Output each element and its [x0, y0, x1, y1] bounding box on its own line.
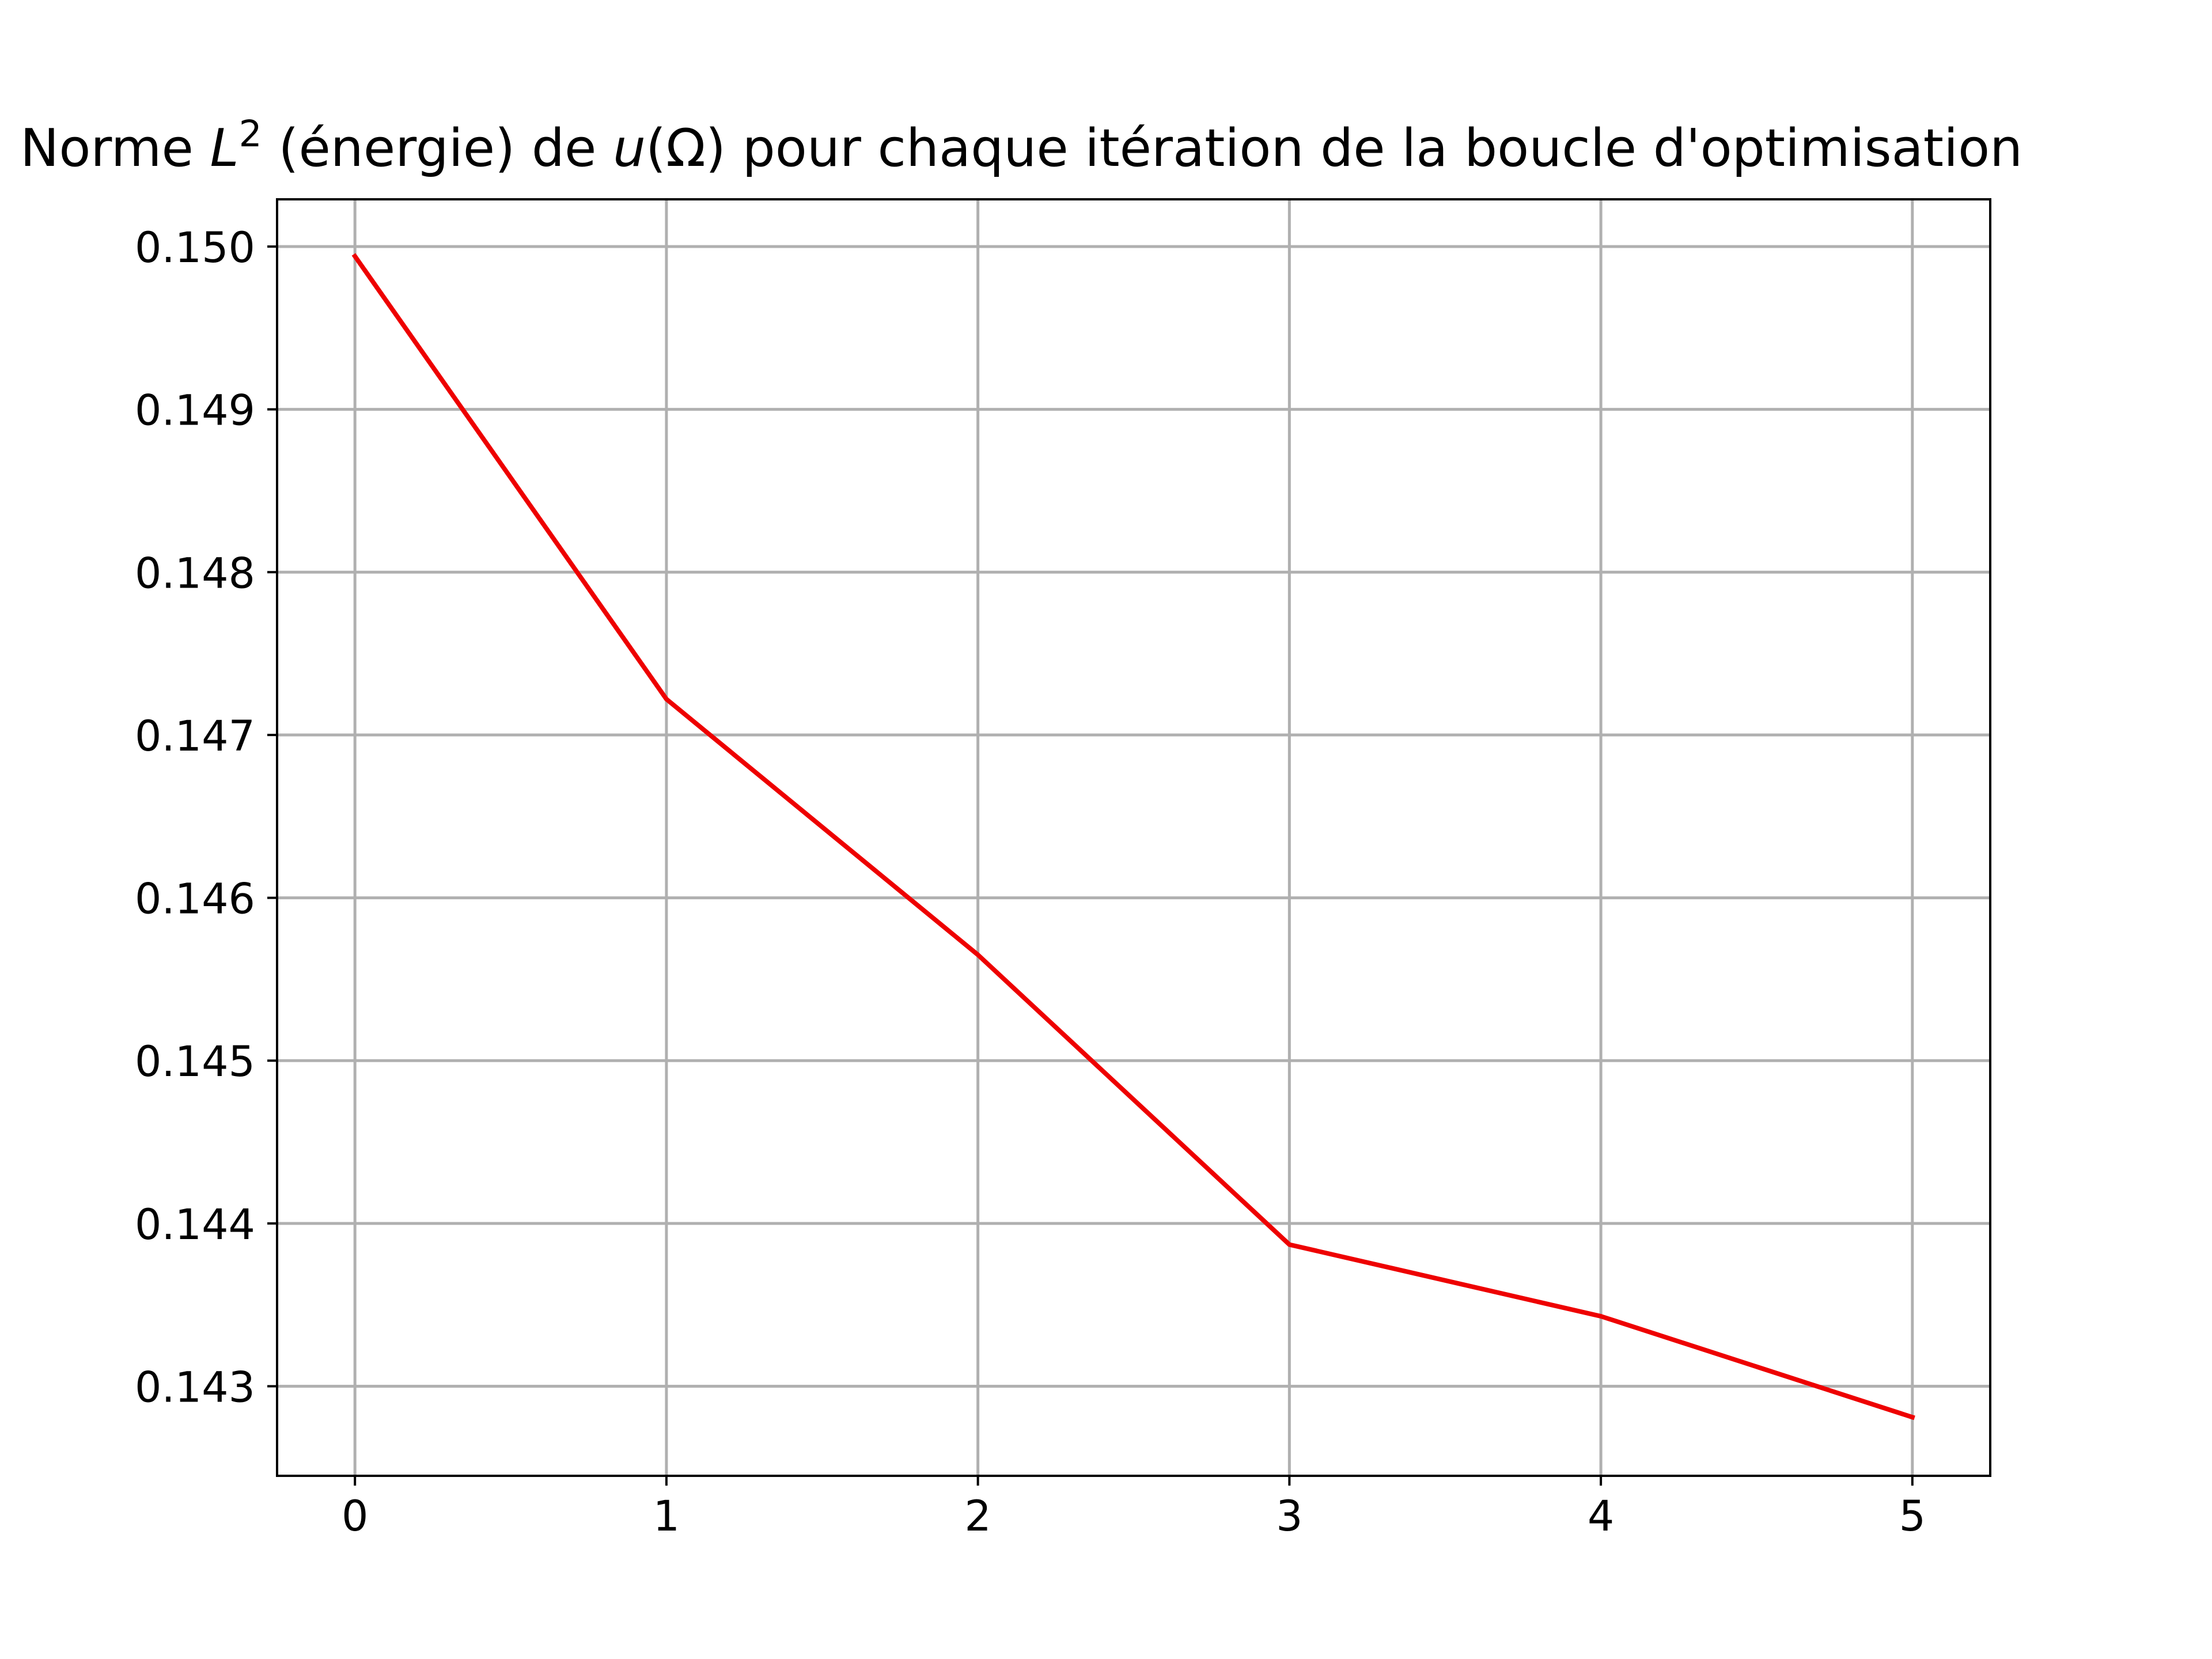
y-tick-label: 0.148: [135, 549, 255, 598]
title-middle: (énergie) de: [262, 118, 613, 179]
title-superscript-2: 2: [239, 113, 262, 155]
x-tick-label: 0: [342, 1492, 368, 1541]
x-tick-label: 3: [1276, 1492, 1302, 1541]
y-tick-label: 0.149: [135, 387, 255, 435]
x-tick-label: 2: [964, 1492, 991, 1541]
series-layer: [351, 253, 1915, 1421]
title-prefix: Norme: [20, 118, 210, 179]
y-tick-label: 0.150: [135, 224, 255, 272]
y-tick-label: 0.147: [135, 712, 255, 761]
x-tick-label: 5: [1899, 1492, 1926, 1541]
y-tick-label: 0.146: [135, 875, 255, 924]
x-tick-label: 1: [653, 1492, 680, 1541]
y-tick-label: 0.143: [135, 1363, 255, 1412]
title-var-L: L: [210, 118, 238, 179]
chart-title: Norme L2 (énergie) de u(Ω) pour chaque i…: [20, 113, 2022, 179]
y-tick-label: 0.145: [135, 1037, 255, 1086]
x-tick-label: 4: [1588, 1492, 1614, 1541]
ticks-layer: 0 1 2 3 4 5 0.143 0.144 0.145 0.146 0.147 0.148 0.14…: [135, 224, 1926, 1541]
title-suffix: pour chaque itération de la boucle d'opt…: [726, 118, 2022, 179]
title-var-u: u: [613, 118, 646, 179]
series-line: [351, 253, 1915, 1421]
y-tick-label: 0.144: [135, 1200, 255, 1249]
title-omega: (Ω): [646, 118, 726, 179]
data-point: [1289, 1244, 1290, 1245]
plot-area-frame: [276, 198, 1991, 1477]
grid-layer: [277, 199, 1990, 1476]
